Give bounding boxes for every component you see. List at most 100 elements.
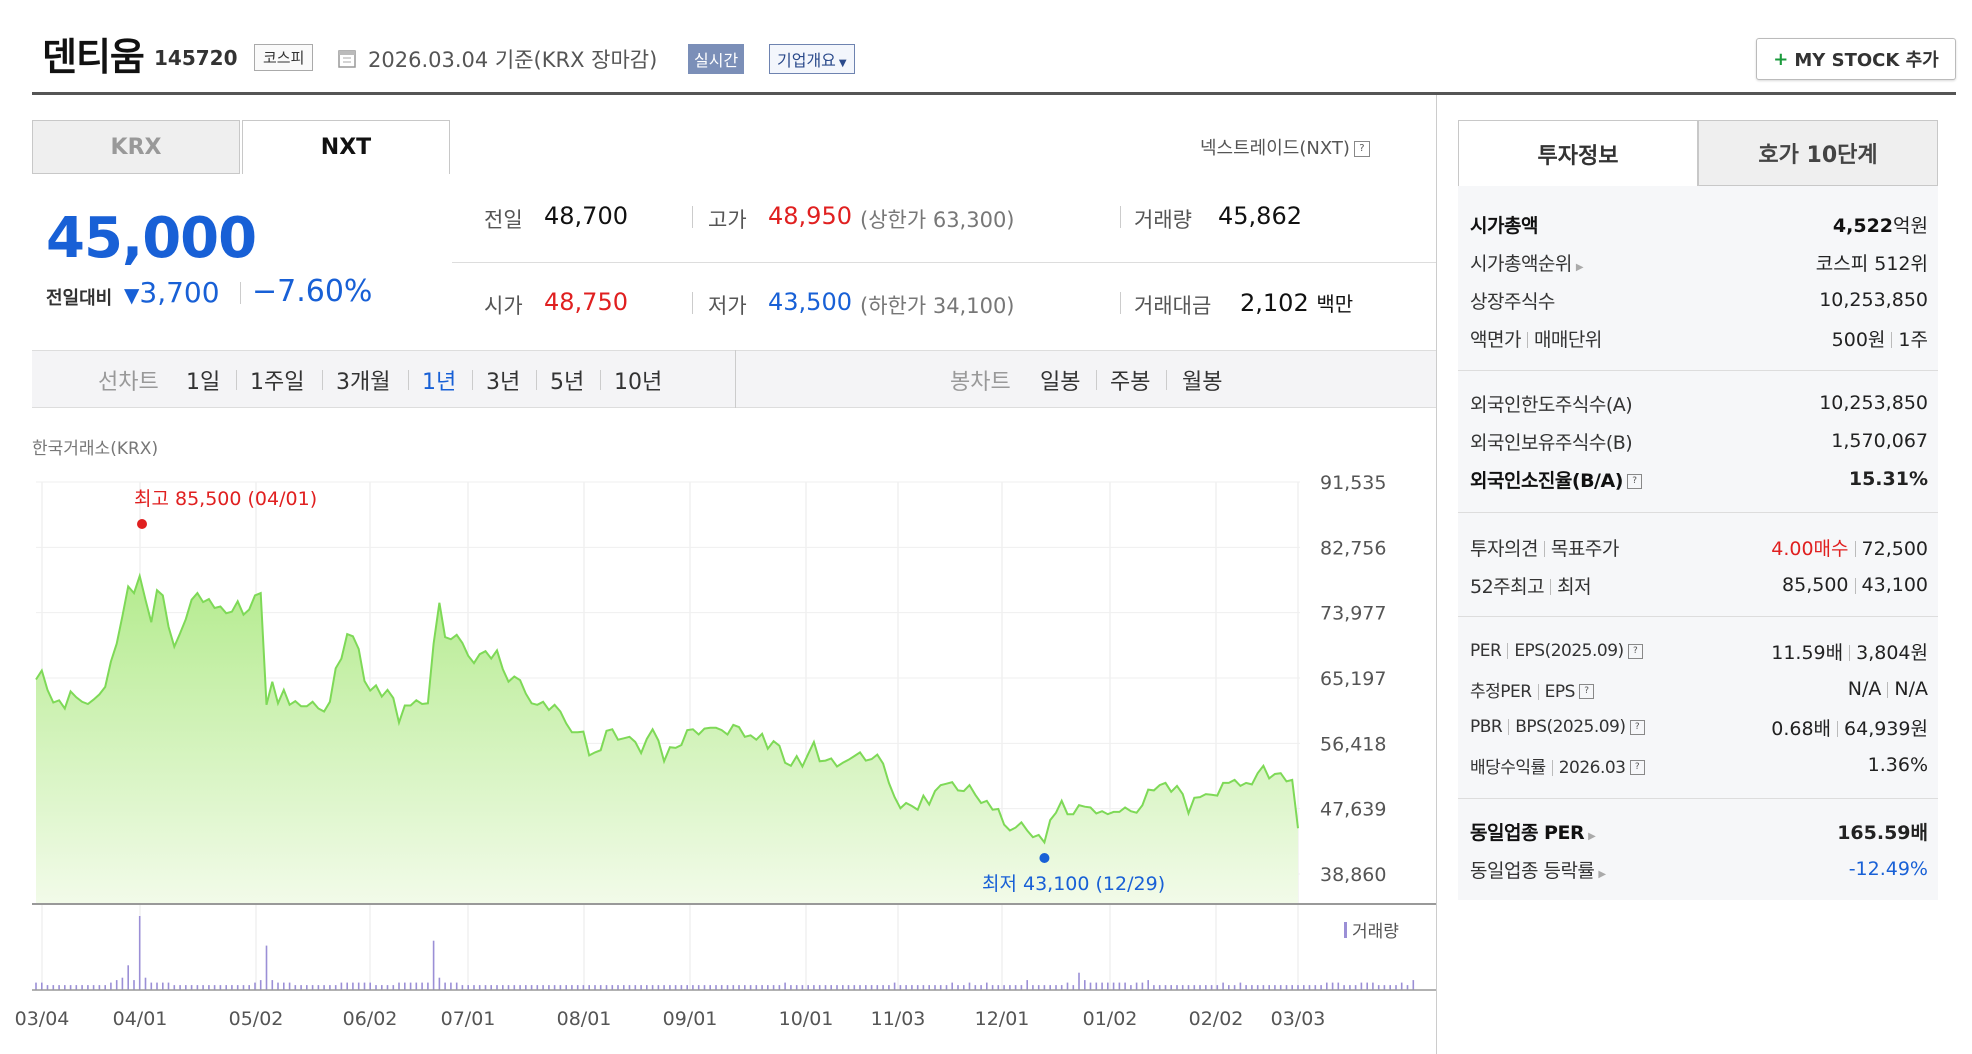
volume-bar [749, 985, 752, 990]
volume-bar [646, 985, 648, 990]
volume-bar [611, 985, 614, 990]
help-icon[interactable]: ? [1353, 141, 1370, 157]
volume-bar [213, 985, 216, 990]
help-icon[interactable]: ? [1578, 684, 1594, 699]
help-icon[interactable]: ? [1629, 760, 1645, 775]
volume-bar [790, 985, 792, 990]
volume-bar [553, 985, 556, 990]
foreign-limit-value: 10,253,850 [1819, 392, 1928, 414]
volume-bar [905, 985, 907, 990]
volume-bar [640, 985, 642, 990]
volume-bar [1020, 985, 1023, 990]
period-3m[interactable]: 3개월 [336, 370, 391, 395]
volume-bar [35, 982, 37, 990]
period-1w[interactable]: 1주일 [250, 370, 305, 395]
volume-bar [87, 985, 89, 990]
w52-high-label: 52주최고 [1470, 575, 1545, 598]
toolbar-divider [735, 350, 736, 408]
divider [240, 282, 241, 304]
candle-weekly[interactable]: 주봉 [1110, 370, 1151, 395]
volume-bar [548, 985, 550, 990]
my-stock-add-button[interactable]: + MY STOCK 추가 [1756, 38, 1956, 80]
volume-bar [185, 985, 187, 990]
volume-bar [1055, 985, 1057, 990]
volume-bar [202, 985, 204, 990]
volume-bar [288, 982, 291, 990]
volume-bar [859, 985, 861, 990]
volume-bar [363, 982, 366, 990]
period-3y[interactable]: 3년 [486, 370, 521, 395]
low-marker [1039, 853, 1050, 863]
divider [600, 370, 601, 390]
opinion-label: 투자의견 [1470, 537, 1538, 560]
volume-bar [64, 985, 66, 990]
volume-label: 거래량 [1134, 208, 1192, 232]
tab-invest-info[interactable]: 투자정보 [1458, 120, 1698, 186]
volume-bar [876, 985, 879, 990]
divider [1096, 370, 1097, 390]
help-icon[interactable]: ? [1627, 643, 1643, 659]
candle-monthly[interactable]: 월봉 [1182, 370, 1223, 395]
tab-krx[interactable]: KRX [32, 120, 240, 174]
volume-bar [1239, 982, 1242, 990]
volume-bar [277, 982, 279, 990]
row-rank[interactable]: 시가총액순위 ▶ 코스피 512위 [1470, 245, 1928, 279]
volume-bar [133, 980, 135, 990]
volume-bar [357, 982, 360, 990]
volume-bar [236, 985, 239, 990]
period-1d[interactable]: 1일 [186, 370, 221, 395]
volume-bar [1383, 985, 1386, 990]
candle-daily[interactable]: 일봉 [1040, 370, 1081, 395]
volume-bar [865, 985, 867, 990]
high-value: 48,950 [768, 202, 852, 230]
plus-icon: + [1773, 48, 1789, 70]
tab-nxt[interactable]: NXT [242, 120, 450, 174]
volume-bar [945, 985, 948, 990]
volume-bar [167, 982, 170, 990]
volume-bar [1176, 985, 1178, 990]
volume-bar [542, 985, 544, 990]
volume-bar [352, 982, 354, 990]
high-label: 고가 [708, 208, 747, 232]
volume-bar [697, 985, 700, 990]
period-1y[interactable]: 1년 [422, 370, 457, 395]
volume-bars [35, 916, 1415, 990]
realtime-button[interactable]: 실시간 [688, 44, 745, 74]
x-tick-label: 03/04 [15, 1008, 70, 1030]
volume-bar [1314, 985, 1317, 990]
help-icon[interactable]: ? [1626, 473, 1642, 489]
x-tick-label: 02/02 [1189, 1008, 1244, 1030]
volume-bar [565, 985, 567, 990]
volume-bar [1130, 985, 1132, 990]
price-change: ▼3,700 [124, 276, 220, 309]
volume-bar [853, 985, 856, 990]
volume-bar [738, 985, 740, 990]
arrow-right-icon: ▶ [1575, 261, 1584, 273]
period-10y[interactable]: 10년 [614, 370, 663, 395]
volume-bar [1107, 982, 1109, 990]
volume-bar [1210, 985, 1213, 990]
volume-bar [1291, 985, 1293, 990]
volume-bar [421, 982, 423, 990]
period-5y[interactable]: 5년 [550, 370, 585, 395]
volume-bar [1395, 985, 1397, 990]
row-est-per: 추정PER EPS? N/A N/A [1470, 672, 1928, 706]
volume-bar [692, 985, 694, 990]
volume-bar [52, 985, 55, 990]
x-tick-label: 03/03 [1271, 1008, 1326, 1030]
eps-label: EPS(2025.09) [1514, 641, 1624, 661]
volume-legend-icon [1344, 922, 1347, 938]
row-sector-per[interactable]: 동일업종 PER ▶ 165.59배 [1470, 814, 1928, 848]
help-icon[interactable]: ? [1629, 719, 1645, 735]
volume-bar [1360, 982, 1363, 990]
row-sector-change[interactable]: 동일업종 등락률 ▶ -12.49% [1470, 852, 1928, 886]
company-info-dropdown[interactable]: 기업개요 ▼ [769, 44, 855, 74]
volume-bar [41, 982, 43, 990]
sector-change-value: -12.49% [1848, 858, 1928, 880]
low-annotation: 최저 43,100 (12/29) [982, 873, 1165, 895]
volume-bar [519, 985, 521, 990]
volume-bar [1331, 982, 1334, 990]
tab-quote-10[interactable]: 호가 10단계 [1698, 120, 1938, 186]
divider [1166, 370, 1167, 390]
y-axis-ticks: 91,535 82,756 73,977 65,197 56,418 47,639 38,8… [1320, 472, 1386, 886]
